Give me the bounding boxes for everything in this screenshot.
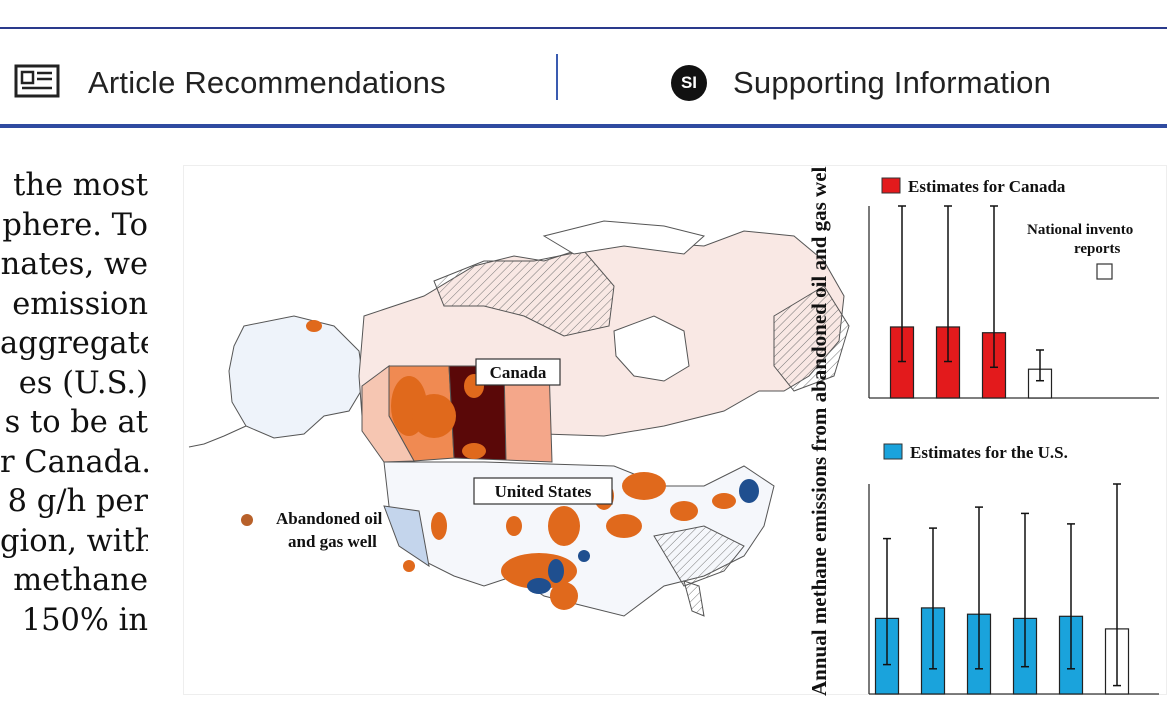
southeast-hatched	[653, 525, 745, 587]
tab-article-recommendations[interactable]: Article Recommendations	[14, 58, 446, 108]
united-states-label: United States	[495, 482, 592, 501]
abstract-line: 8 g/h per	[7, 484, 148, 519]
top-border	[0, 27, 1167, 29]
legend-label: Estimates for the U.S.	[910, 443, 1068, 462]
abstract-line: the most	[13, 168, 148, 203]
quebec-hatched	[773, 285, 850, 392]
legend-swatch	[881, 177, 901, 194]
map-legend-line2: and gas well	[288, 532, 377, 551]
canada-label-box	[475, 358, 561, 386]
alaska-peninsula	[188, 425, 247, 448]
california-region	[383, 505, 430, 568]
abandoned-well-clusters	[306, 320, 736, 610]
well-legend-marker	[241, 514, 253, 526]
article-icon	[14, 64, 88, 103]
tab-label: Supporting Information	[733, 65, 1052, 100]
us-chart: Estimates for the U.S.	[868, 443, 1159, 695]
inventory-annotation-line2: reports	[1074, 241, 1121, 257]
canada-label: Canada	[490, 363, 547, 382]
abstract-line: aggregate	[0, 326, 148, 361]
inventory-legend-swatch	[1096, 263, 1113, 280]
abstract-line: 150% in	[21, 602, 148, 638]
north-america-map: Canada United States Abandoned oil and g…	[188, 220, 850, 617]
map-legend-line1: Abandoned oil	[276, 509, 383, 528]
emissions-chart: Annual methane emissions from abandoned …	[807, 166, 1159, 696]
toc-graphic: Canada United States Abandoned oil and g…	[183, 165, 1167, 696]
abstract-line: nates, we	[0, 247, 148, 282]
abstract-line: r Canada.	[0, 444, 148, 480]
us-label-box	[473, 477, 613, 505]
tab-supporting-information[interactable]: SI Supporting Information	[671, 58, 1051, 108]
tab-divider	[556, 54, 558, 100]
hudson-bay	[613, 315, 690, 382]
abstract-line: s to be at	[4, 405, 148, 440]
tab-bar-underline	[0, 124, 1167, 128]
shale-plays	[527, 479, 759, 594]
y-axis-label: Annual methane emissions from abandoned …	[807, 166, 838, 696]
abstract-line: es (U.S.)	[18, 365, 148, 401]
abstract-line: emission	[12, 286, 148, 322]
abstract-line: phere. To	[2, 207, 148, 243]
nunavut-hatched	[433, 250, 615, 337]
abstract-line: gion, with	[0, 523, 148, 559]
tab-bar	[0, 29, 1167, 125]
abstract-text: the most phere. To nates, we emission aggreg…	[0, 166, 148, 706]
florida-hatched	[683, 580, 705, 617]
si-badge-icon: SI	[671, 65, 707, 101]
inventory-annotation-line1: National invento	[1027, 222, 1133, 238]
tab-label: Article Recommendations	[88, 65, 446, 100]
british-columbia-region	[361, 365, 415, 463]
canada-chart: Estimates for Canada National invento repo…	[868, 177, 1159, 399]
arctic-islands	[542, 220, 706, 255]
legend-swatch	[883, 443, 903, 460]
legend-label: Estimates for Canada	[908, 177, 1066, 196]
abstract-line: methane	[13, 563, 148, 598]
alaska-region	[228, 315, 365, 439]
